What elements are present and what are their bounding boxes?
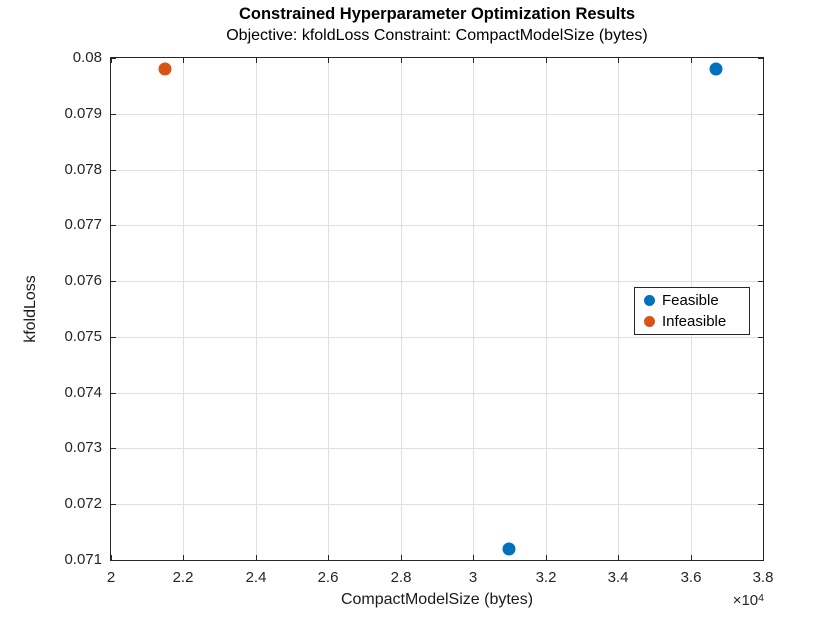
y-tick-mark	[111, 504, 116, 505]
x-tick-mark	[401, 555, 402, 560]
y-gridline	[111, 224, 763, 226]
x-tick-label: 2.2	[172, 569, 194, 586]
y-tick-label: 0.078	[64, 161, 102, 178]
x-tick-label: 3.6	[680, 569, 702, 586]
y-tick-label: 0.071	[64, 551, 102, 568]
y-tick-mark	[111, 281, 116, 282]
y-tick-label: 0.08	[72, 49, 102, 66]
y-gridline	[111, 169, 763, 171]
x-tick-label: 2.4	[245, 569, 267, 586]
data-point-infeasible[interactable]	[158, 62, 172, 76]
y-tick-mark	[111, 448, 116, 449]
x-tick-mark	[256, 58, 257, 63]
y-tick-label: 0.073	[64, 439, 102, 456]
x-tick-mark	[183, 58, 184, 63]
y-gridline	[111, 336, 763, 338]
x-tick-mark	[473, 58, 474, 63]
x-gridline	[255, 58, 257, 560]
x-tick-mark	[691, 555, 692, 560]
y-tick-label: 0.074	[64, 384, 102, 401]
y-tick-mark	[111, 225, 116, 226]
x-tick-mark	[328, 555, 329, 560]
y-tick-label: 0.079	[64, 105, 102, 122]
y-tick-mark	[111, 560, 116, 561]
x-tick-mark	[183, 555, 184, 560]
x-tick-label: 3.4	[607, 569, 629, 586]
plot-area: Feasible Infeasible	[110, 57, 764, 561]
x-gridline	[472, 58, 474, 560]
x-tick-mark	[473, 555, 474, 560]
x-tick-mark	[618, 58, 619, 63]
x-tick-mark	[111, 58, 112, 63]
y-tick-label: 0.075	[64, 328, 102, 345]
y-tick-label: 0.072	[64, 495, 102, 512]
y-tick-mark	[758, 58, 763, 59]
y-tick-mark	[111, 337, 116, 338]
y-gridline	[111, 503, 763, 505]
x-gridline	[545, 58, 547, 560]
x-tick-label: 3.2	[535, 569, 557, 586]
legend: Feasible Infeasible	[634, 287, 750, 335]
y-tick-mark	[758, 504, 763, 505]
y-tick-mark	[758, 114, 763, 115]
x-axis-label: CompactModelSize (bytes)	[340, 591, 534, 608]
chart-title: Constrained Hyperparameter Optimization …	[238, 5, 636, 23]
x-gridline	[182, 58, 184, 560]
x-tick-label: 3.8	[752, 569, 774, 586]
x-gridline	[327, 58, 329, 560]
x-tick-mark	[763, 58, 764, 63]
x-tick-mark	[111, 555, 112, 560]
feasible-marker-icon	[644, 295, 655, 306]
y-gridline	[111, 280, 763, 282]
x-tick-mark	[618, 555, 619, 560]
y-tick-mark	[111, 170, 116, 171]
y-tick-mark	[758, 448, 763, 449]
x-tick-mark	[546, 555, 547, 560]
y-tick-mark	[758, 337, 763, 338]
x-tick-mark	[328, 58, 329, 63]
y-gridline	[111, 447, 763, 449]
y-gridline	[111, 113, 763, 115]
y-tick-mark	[758, 170, 763, 171]
y-tick-mark	[758, 281, 763, 282]
x-gridline	[400, 58, 402, 560]
legend-item-feasible[interactable]: Feasible	[635, 290, 749, 311]
y-tick-mark	[758, 393, 763, 394]
y-tick-mark	[758, 560, 763, 561]
legend-label-infeasible: Infeasible	[662, 312, 727, 330]
y-gridline	[111, 392, 763, 394]
x-tick-mark	[691, 58, 692, 63]
y-tick-mark	[758, 225, 763, 226]
x-tick-label: 2.6	[317, 569, 339, 586]
legend-label-feasible: Feasible	[662, 291, 719, 309]
y-tick-label: 0.077	[64, 216, 102, 233]
x-tick-mark	[546, 58, 547, 63]
y-tick-mark	[111, 393, 116, 394]
x-tick-mark	[763, 555, 764, 560]
x-gridline	[617, 58, 619, 560]
x-tick-mark	[401, 58, 402, 63]
x-axis-multiplier: ×104	[732, 592, 764, 609]
data-point-feasible[interactable]	[502, 542, 516, 556]
x-tick-label: 3	[468, 569, 478, 586]
x-tick-label: 2.8	[390, 569, 412, 586]
y-tick-mark	[111, 58, 116, 59]
x-tick-label: 2	[106, 569, 116, 586]
data-point-feasible[interactable]	[709, 62, 723, 76]
legend-item-infeasible[interactable]: Infeasible	[635, 311, 749, 332]
y-tick-mark	[111, 114, 116, 115]
x-tick-mark	[256, 555, 257, 560]
infeasible-marker-icon	[644, 316, 655, 327]
y-tick-label: 0.076	[64, 272, 102, 289]
chart-subtitle: Objective: kfoldLoss Constraint: Compact…	[226, 27, 648, 44]
